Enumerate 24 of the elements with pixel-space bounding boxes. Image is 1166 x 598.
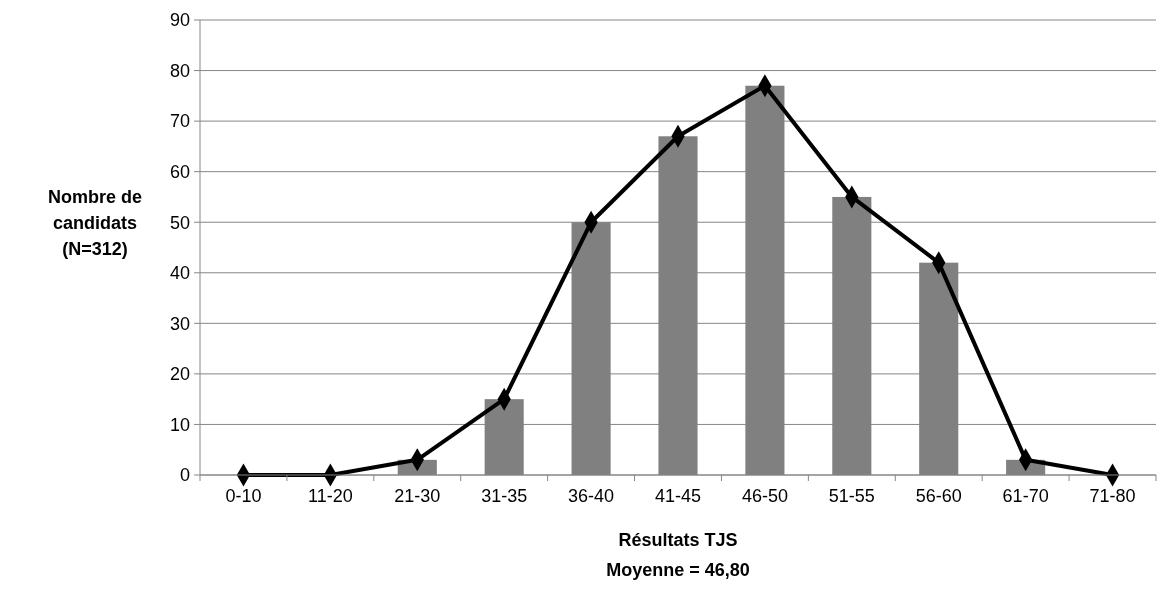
y-tick-label: 10 — [169, 414, 190, 435]
y-tick-label: 90 — [169, 10, 190, 31]
x-tick-label: 36-40 — [568, 486, 615, 506]
x-tick-label: 61-70 — [1002, 486, 1049, 506]
y-tick-label: 40 — [169, 263, 190, 284]
y-tick-label: 60 — [169, 161, 190, 182]
x-tick-label: 51-55 — [828, 486, 875, 506]
x-tick-label: 41-45 — [654, 486, 702, 506]
x-tick-label: 46-50 — [741, 486, 788, 506]
y-tick-label: 20 — [169, 364, 190, 385]
x-tick-label: 71-80 — [1089, 486, 1136, 506]
x-tick-label: 56-60 — [915, 486, 962, 506]
y-tick-label: 70 — [169, 111, 190, 132]
x-tick-label: 11-20 — [308, 486, 353, 506]
x-axis-title: Résultats TJS — [618, 530, 738, 550]
x-tick-label: 21-30 — [394, 486, 441, 506]
y-tick-label: 30 — [169, 313, 190, 334]
text: Moyenne = 46,80 — [606, 560, 750, 580]
y-tick-label: 50 — [169, 212, 190, 233]
x-tick-label: 31-35 — [481, 486, 528, 506]
y-axis-title: Nombre de candidats (N=312) — [47, 186, 143, 259]
y-tick-label: 80 — [169, 60, 190, 81]
x-tick-label: 0-10 — [225, 486, 262, 506]
y-tick-label: 0 — [179, 465, 190, 486]
